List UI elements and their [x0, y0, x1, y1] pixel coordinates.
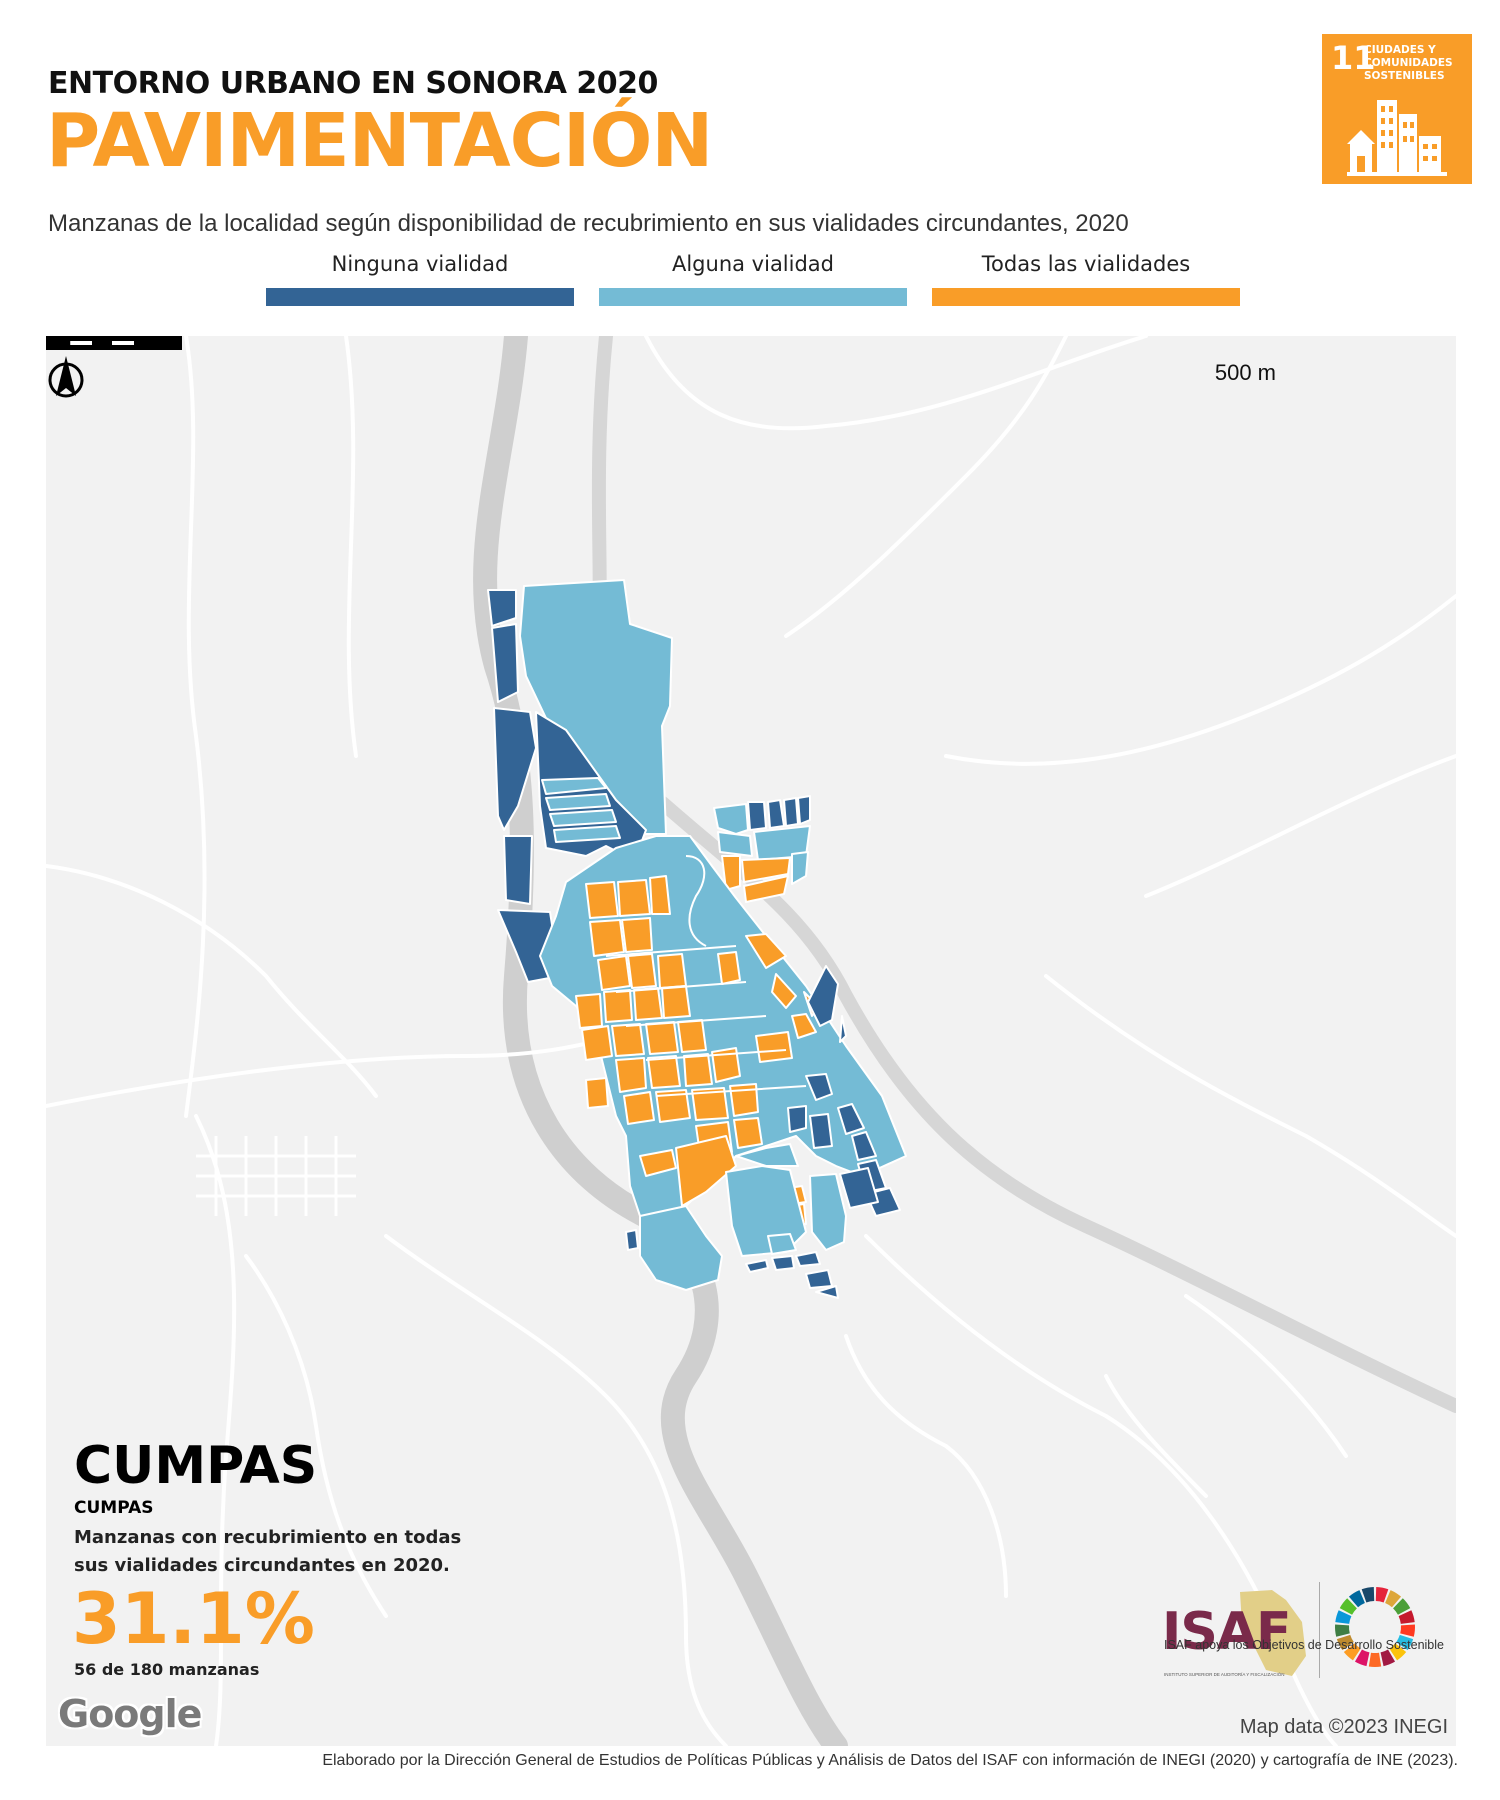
locality-percent: 31.1% [72, 1578, 315, 1660]
locality-subname: CUMPAS [74, 1498, 154, 1518]
page-subtitle: Manzanas de la localidad según disponibi… [48, 210, 1129, 237]
north-arrow-icon: N [48, 337, 84, 398]
page-title: PAVIMENTACIÓN [46, 98, 713, 184]
legend-item-todas: Todas las vialidades [932, 252, 1240, 306]
river [473, 336, 848, 1746]
legend-swatch-ninguna [266, 288, 574, 306]
sdg-11-badge: 11 CIUDADES Y COMUNIDADES SOSTENIBLES [1322, 34, 1472, 184]
legend-label: Ninguna vialidad [331, 252, 509, 276]
header-kicker: ENTORNO URBANO EN SONORA 2020 [48, 66, 658, 101]
scale-bar [46, 336, 182, 350]
legend-label: Todas las vialidades [981, 252, 1191, 276]
map-panel[interactable]: 500 m N CUMPAS CUMPAS Manzanas con recub… [46, 336, 1456, 1746]
locality-count: 56 de 180 manzanas [74, 1660, 260, 1679]
legend-swatch-alguna [599, 288, 907, 306]
footer-credits: Elaborado por la Dirección General de Es… [322, 1752, 1458, 1769]
sdg-number: 11 [1331, 39, 1376, 77]
locality-description: Manzanas con recubrimiento en todas sus … [74, 1527, 462, 1576]
legend-item-ninguna: Ninguna vialidad [266, 252, 574, 306]
sdg-goal-text: CIUDADES Y COMUNIDADES SOSTENIBLES [1364, 44, 1453, 82]
legend-item-alguna: Alguna vialidad [599, 252, 907, 306]
locality-name: CUMPAS [74, 1436, 318, 1496]
legend-swatch-todas [932, 288, 1240, 306]
north-label: N [61, 337, 72, 354]
legend-label: Alguna vialidad [671, 252, 835, 276]
map-attribution[interactable]: Map data ©2023 INEGI [1239, 1716, 1448, 1738]
scale-label: 500 m [1214, 360, 1276, 385]
map-canvas[interactable] [46, 336, 1456, 1746]
google-logo: Google [58, 1692, 202, 1736]
city-icon [1347, 100, 1447, 176]
